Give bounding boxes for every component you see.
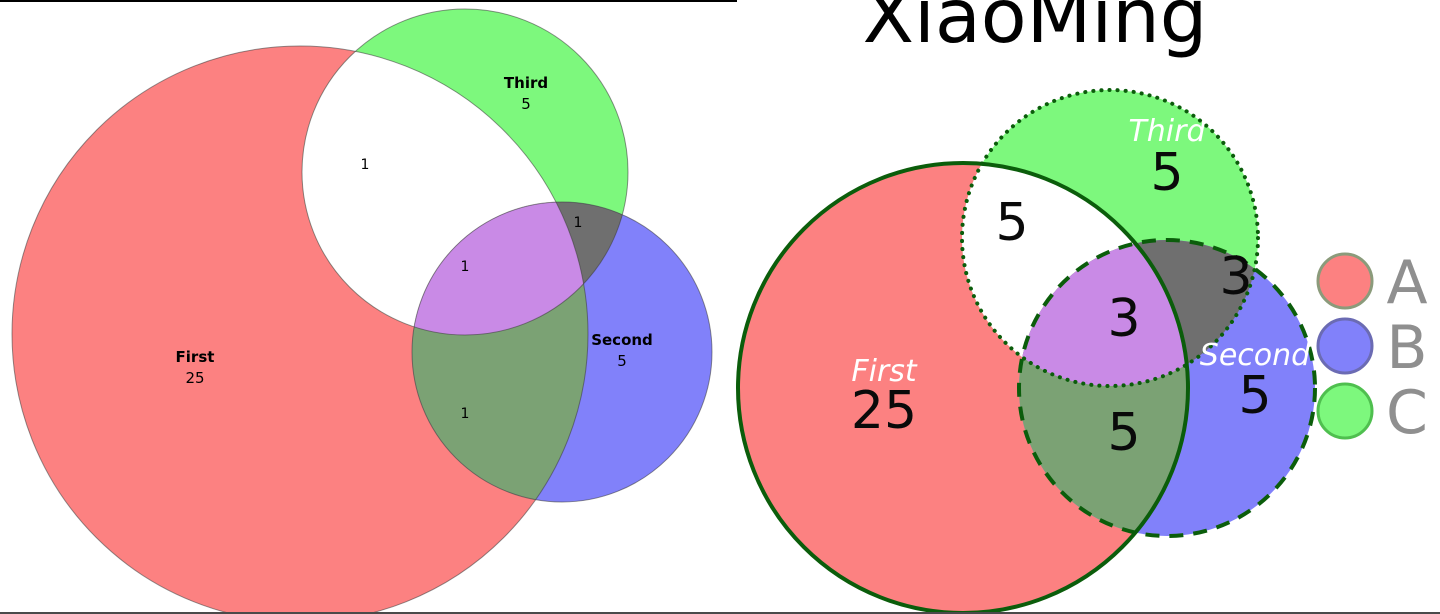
right-int-all: 3: [1107, 289, 1140, 349]
legend-label-c: C: [1386, 378, 1428, 448]
legend-swatch-b: [1316, 317, 1374, 375]
legend-item-a: A: [1316, 248, 1428, 318]
right-value-second: 5: [1238, 366, 1271, 426]
left-outline-first: [11, 45, 589, 614]
left-int-first-second: 1: [461, 406, 470, 422]
right-label-third: Third: [1128, 114, 1206, 149]
venn-diagram-right: XiaoMing First 25 Third 5: [736, 0, 1428, 614]
left-int-all: 1: [461, 259, 470, 275]
right-value-third: 5: [1150, 143, 1183, 203]
right-label-first: First: [851, 354, 918, 389]
legend-item-b: B: [1316, 313, 1428, 383]
chart-title: XiaoMing: [863, 0, 1208, 60]
right-int-first-second: 5: [1107, 403, 1140, 463]
frame-line-bottom: [0, 612, 1440, 614]
left-value-second: 5: [617, 352, 627, 370]
left-int-third-second: 1: [574, 215, 583, 231]
legend-item-c: C: [1316, 378, 1428, 448]
left-label-third: Third: [504, 74, 548, 92]
right-int-first-third: 5: [995, 193, 1028, 253]
right-region-all: [1019, 240, 1188, 386]
right-outline-second-dashed: [1017, 238, 1317, 538]
left-region-all: [412, 202, 588, 335]
right-label-second: Second: [1200, 338, 1311, 373]
legend-label-b: B: [1386, 313, 1427, 383]
legend-swatch-a: [1316, 252, 1374, 310]
venn-diagram-left: Third 5 Second 5 First 25 1 1 1 1: [11, 8, 713, 614]
left-label-first: First: [176, 348, 215, 366]
frame-line-top: [0, 0, 737, 2]
left-value-first: 25: [185, 369, 204, 387]
legend: A B C: [1316, 248, 1428, 448]
left-outline-third: [301, 8, 629, 336]
right-int-third-second: 3: [1219, 247, 1252, 307]
left-value-third: 5: [521, 95, 531, 113]
legend-label-a: A: [1386, 248, 1427, 318]
legend-swatch-c: [1316, 382, 1374, 440]
left-int-first-third: 1: [361, 157, 370, 173]
right-outline-third-dotted: [960, 88, 1260, 388]
left-outline-second: [411, 201, 713, 503]
right-value-first: 25: [851, 381, 917, 441]
left-label-second: Second: [591, 331, 653, 349]
